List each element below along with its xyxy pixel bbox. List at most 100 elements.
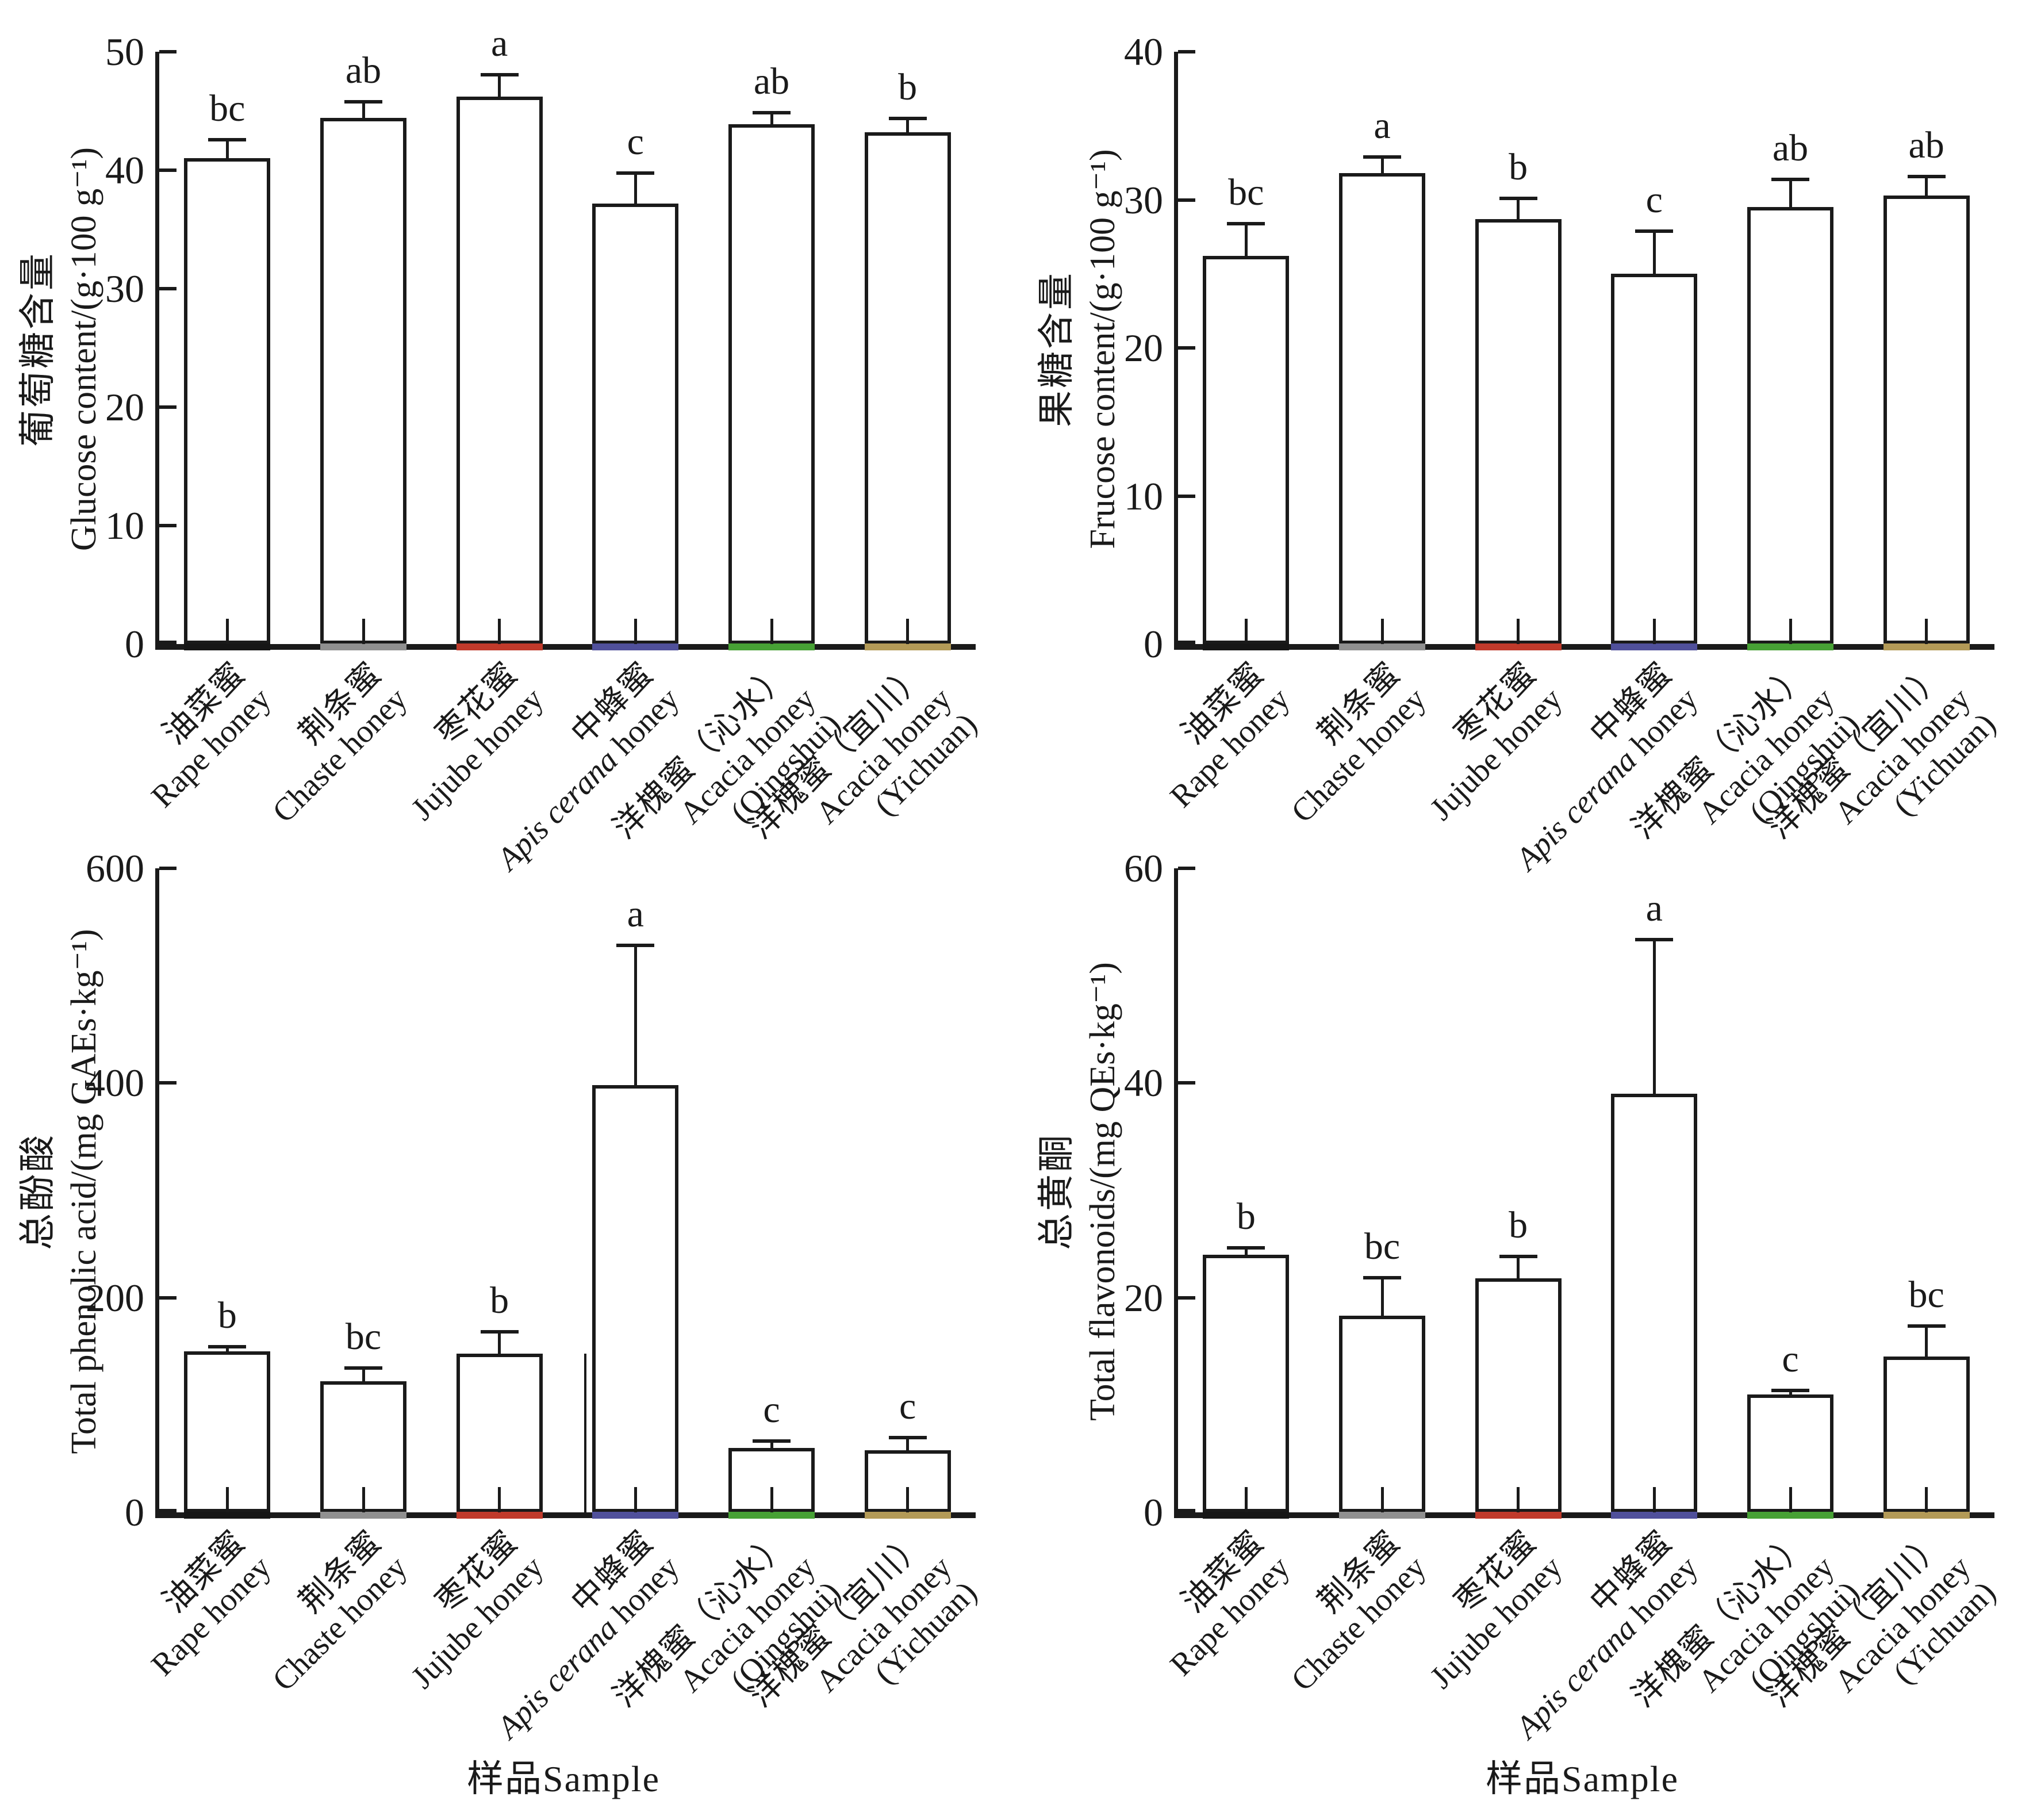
y-axis-title-total-flavonoids: 总黄酮 Total flavonoids/(mg QEs·kg⁻¹) xyxy=(1034,869,1126,1514)
error-bar-cap xyxy=(480,1329,519,1334)
error-bar-cap xyxy=(1363,1276,1401,1280)
category-base-strip xyxy=(1339,643,1425,650)
y-axis-tick xyxy=(159,50,177,53)
y-axis-tick xyxy=(1178,1081,1195,1085)
error-bar-cap xyxy=(1771,177,1809,181)
category-base-strip xyxy=(184,643,271,650)
error-bar xyxy=(498,1329,501,1355)
error-bar xyxy=(770,111,773,125)
error-bar-cap xyxy=(480,73,519,77)
x-axis-tick xyxy=(770,619,773,644)
x-axis-tick xyxy=(1652,1487,1656,1512)
error-bar xyxy=(1652,938,1656,1095)
y-axis-tick xyxy=(159,1081,177,1085)
x-axis-tick xyxy=(225,619,229,644)
significance-letter: ab xyxy=(345,49,382,92)
bar-acacia-honey xyxy=(1883,195,1970,644)
significance-letter: b xyxy=(1236,1196,1256,1238)
y-axis-tick xyxy=(1178,346,1195,350)
bar-rape-honey xyxy=(184,1351,271,1512)
bar-apis-cerana-honey xyxy=(1611,1094,1698,1512)
y-axis-tick-label: 10 xyxy=(105,504,144,547)
error-bar-cap xyxy=(344,1366,382,1370)
error-bar-cap xyxy=(888,117,927,121)
category-base-strip xyxy=(456,1512,543,1519)
error-bar-cap xyxy=(1635,229,1674,233)
y-axis-tick-label: 20 xyxy=(105,385,144,429)
y-axis-tick-label: 400 xyxy=(86,1061,144,1105)
error-bar xyxy=(634,943,637,1087)
y-axis-tick xyxy=(159,405,177,409)
category-base-strip xyxy=(184,1512,271,1519)
significance-letter: a xyxy=(491,22,508,65)
y-axis-tick xyxy=(159,641,177,644)
category-base-strip xyxy=(1611,643,1698,650)
category-base-strip xyxy=(1475,643,1562,650)
x-axis-tick xyxy=(1517,619,1520,644)
y-axis-tick xyxy=(1178,494,1195,498)
bar-apis-cerana-honey xyxy=(1611,274,1698,644)
bar-chaste-honey xyxy=(320,118,406,644)
category-base-strip xyxy=(1339,1512,1425,1519)
significance-letter: a xyxy=(1645,887,1663,930)
y-axis-tick-label: 0 xyxy=(125,622,144,666)
plot-area-total-phenolic-acid: 0 200 400 600 b 油菜蜜 Rape honey bc 荆条蜜 Chaste hone… xyxy=(86,849,984,1745)
error-bar-cap xyxy=(1635,938,1674,942)
bar-apis-cerana-honey xyxy=(592,1085,679,1512)
error-bar-cap xyxy=(616,943,655,947)
bar-acacia-honey xyxy=(1747,207,1833,644)
error-bar xyxy=(1244,222,1248,258)
y-axis-tick-label: 40 xyxy=(105,148,144,192)
y-axis-tick-label: 0 xyxy=(1144,622,1163,666)
y-axis-title-en: Total phenolic acid/(mg GAEs·kg⁻¹) xyxy=(64,929,103,1454)
y-axis-tick xyxy=(159,524,177,527)
x-axis-tick xyxy=(362,1487,365,1512)
error-bar-cap xyxy=(888,1436,927,1440)
error-bar-cap xyxy=(1227,1246,1265,1250)
x-axis-tick xyxy=(1244,1487,1248,1512)
error-bar xyxy=(362,100,365,120)
y-axis-title-zh: 总黄酮 xyxy=(1036,1133,1077,1250)
error-bar-cap xyxy=(1499,197,1537,201)
x-axis-tick xyxy=(1652,619,1656,644)
bar-acacia-honey xyxy=(864,132,951,644)
x-axis-tick xyxy=(1925,619,1928,644)
plot-area-glucose: 0 10 20 30 40 50 bc 油菜蜜 Rape honey ab 荆条蜜 Chaste ho… xyxy=(105,25,984,878)
bar-chaste-honey xyxy=(1339,173,1425,644)
y-axis-tick xyxy=(1178,867,1195,870)
y-axis-tick xyxy=(159,1296,177,1300)
y-axis-title-en: Glucose content/(g·100 g⁻¹) xyxy=(64,147,103,551)
y-axis-tick xyxy=(159,867,177,870)
y-axis-title-total-phenolic-acid: 总酚酸 Total phenolic acid/(mg GAEs·kg⁻¹) xyxy=(15,869,107,1514)
bar-rape-honey xyxy=(1203,1255,1290,1512)
error-bar xyxy=(906,1436,910,1451)
error-bar xyxy=(1244,1246,1248,1256)
significance-letter: bc xyxy=(1364,1225,1401,1268)
error-bar-cap xyxy=(1227,222,1265,226)
x-axis-tick xyxy=(498,1487,501,1512)
bar-acacia-honey xyxy=(1883,1357,1970,1512)
significance-letter: bc xyxy=(345,1316,382,1358)
category-base-strip xyxy=(1747,643,1833,650)
error-bar xyxy=(1789,177,1792,209)
y-axis-tick-label: 50 xyxy=(105,30,144,74)
bar-rape-honey xyxy=(1203,256,1290,644)
error-bar xyxy=(634,171,637,205)
significance-letter: c xyxy=(1645,179,1663,221)
significance-letter: c xyxy=(763,1389,780,1431)
x-axis-tick xyxy=(770,1487,773,1512)
y-axis-tick xyxy=(1178,1296,1195,1300)
error-bar-cap xyxy=(1363,155,1401,159)
error-bar xyxy=(1517,197,1520,220)
x-axis-tick xyxy=(1380,1487,1384,1512)
error-bar-cap xyxy=(344,100,382,104)
y-axis-tick-label: 40 xyxy=(1124,30,1163,74)
category-base-strip xyxy=(1883,1512,1970,1519)
significance-letter: bc xyxy=(1908,1274,1944,1316)
category-base-strip xyxy=(592,643,679,650)
error-bar-cap xyxy=(1499,1255,1537,1258)
significance-letter: b xyxy=(1509,146,1528,189)
y-axis-tick-label: 60 xyxy=(1124,846,1163,890)
stray-line-artifact xyxy=(584,1353,587,1512)
significance-letter: b xyxy=(490,1279,509,1321)
